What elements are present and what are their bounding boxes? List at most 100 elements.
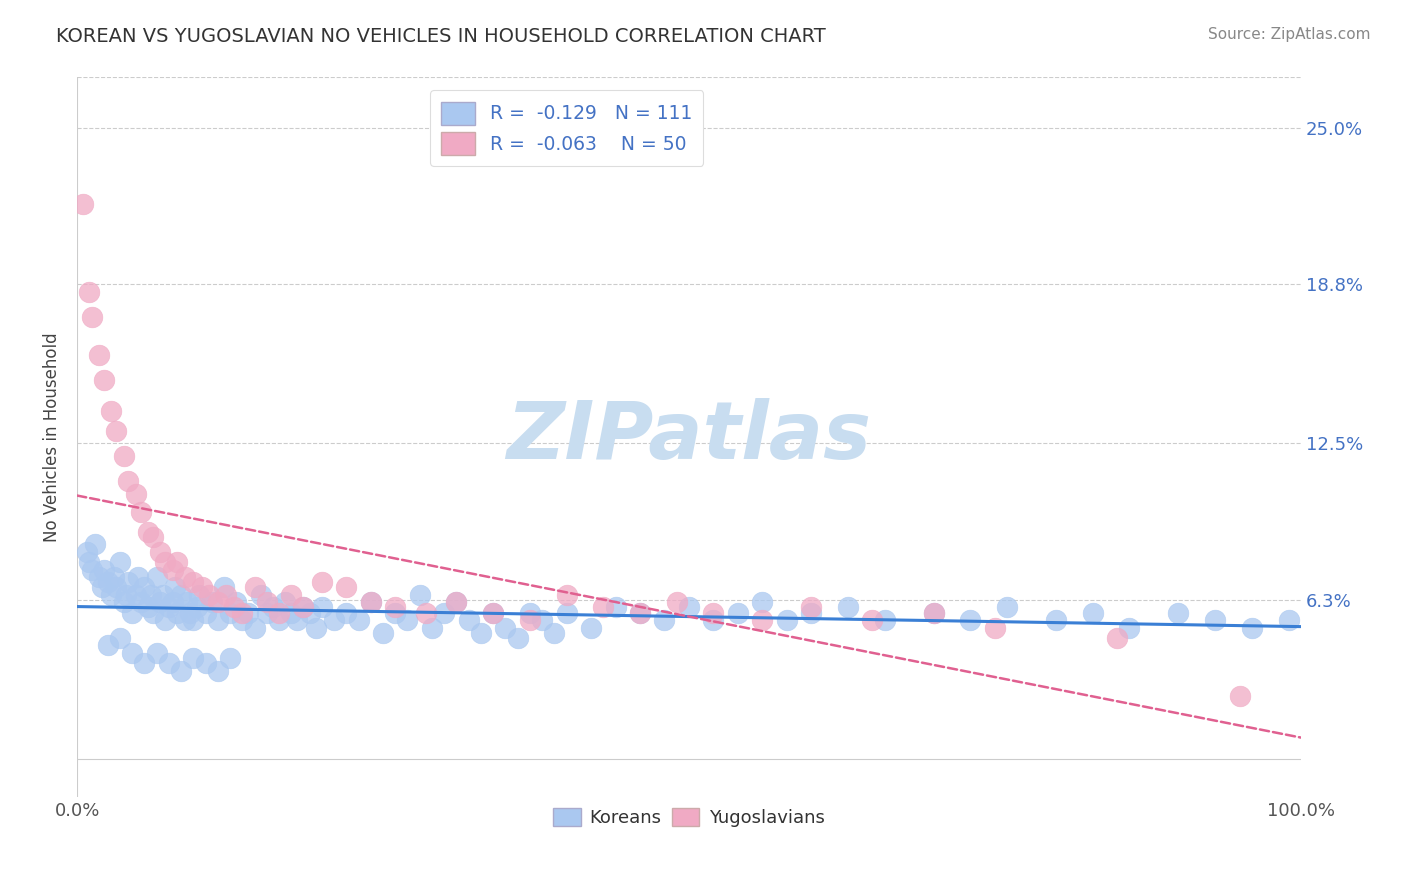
Point: [323, 613, 346, 627]
Point: [231, 613, 253, 627]
Point: [222, 600, 245, 615]
Point: [145, 646, 167, 660]
Point: [238, 606, 260, 620]
Point: [163, 580, 186, 594]
Point: [995, 600, 1018, 615]
Point: [127, 570, 149, 584]
Point: [207, 595, 229, 609]
Point: [776, 613, 799, 627]
Point: [153, 613, 176, 627]
Point: [170, 588, 193, 602]
Point: [605, 600, 627, 615]
Point: [87, 348, 110, 362]
Point: [267, 606, 290, 620]
Point: [149, 545, 172, 559]
Point: [959, 613, 981, 627]
Point: [157, 600, 180, 615]
Point: [134, 656, 156, 670]
Point: [142, 530, 165, 544]
Point: [1045, 613, 1067, 627]
Point: [153, 555, 176, 569]
Point: [136, 524, 159, 539]
Point: [243, 580, 266, 594]
Point: [183, 651, 205, 665]
Point: [922, 606, 945, 620]
Point: [335, 606, 357, 620]
Point: [384, 600, 406, 615]
Point: [396, 613, 419, 627]
Point: [800, 600, 823, 615]
Point: [186, 600, 208, 615]
Point: [80, 563, 103, 577]
Point: [482, 606, 505, 620]
Point: [97, 575, 120, 590]
Point: [519, 613, 541, 627]
Point: [207, 664, 229, 678]
Point: [311, 575, 333, 590]
Text: ZIPatlas: ZIPatlas: [506, 398, 872, 476]
Point: [225, 595, 247, 609]
Point: [249, 588, 271, 602]
Point: [145, 570, 167, 584]
Point: [207, 613, 229, 627]
Point: [555, 606, 578, 620]
Point: [90, 580, 112, 594]
Point: [420, 621, 443, 635]
Point: [115, 588, 138, 602]
Text: Source: ZipAtlas.com: Source: ZipAtlas.com: [1208, 27, 1371, 42]
Point: [201, 595, 224, 609]
Point: [1167, 606, 1189, 620]
Point: [243, 621, 266, 635]
Point: [112, 449, 135, 463]
Point: [1277, 613, 1299, 627]
Point: [231, 606, 253, 620]
Point: [1107, 631, 1129, 645]
Point: [292, 600, 315, 615]
Point: [194, 606, 217, 620]
Point: [531, 613, 554, 627]
Point: [702, 606, 724, 620]
Point: [112, 595, 135, 609]
Point: [1204, 613, 1226, 627]
Point: [183, 575, 205, 590]
Point: [384, 606, 406, 620]
Point: [665, 595, 688, 609]
Point: [173, 613, 195, 627]
Point: [152, 588, 174, 602]
Point: [129, 505, 152, 519]
Point: [149, 595, 172, 609]
Point: [862, 613, 884, 627]
Point: [121, 646, 143, 660]
Point: [702, 613, 724, 627]
Point: [219, 606, 242, 620]
Point: [446, 595, 468, 609]
Point: [800, 606, 823, 620]
Point: [162, 563, 184, 577]
Point: [519, 606, 541, 620]
Point: [1229, 689, 1251, 703]
Legend: Koreans, Yugoslavians: Koreans, Yugoslavians: [547, 801, 831, 835]
Point: [166, 555, 188, 569]
Point: [873, 613, 896, 627]
Point: [543, 625, 565, 640]
Point: [267, 613, 290, 627]
Point: [922, 606, 945, 620]
Point: [117, 475, 139, 489]
Point: [335, 580, 357, 594]
Point: [176, 595, 198, 609]
Point: [166, 606, 188, 620]
Point: [215, 588, 238, 602]
Point: [1118, 621, 1140, 635]
Point: [311, 600, 333, 615]
Point: [446, 595, 468, 609]
Point: [628, 606, 651, 620]
Point: [457, 613, 479, 627]
Point: [984, 621, 1007, 635]
Point: [170, 664, 193, 678]
Point: [108, 631, 131, 645]
Point: [654, 613, 676, 627]
Text: KOREAN VS YUGOSLAVIAN NO VEHICLES IN HOUSEHOLD CORRELATION CHART: KOREAN VS YUGOSLAVIAN NO VEHICLES IN HOU…: [56, 27, 825, 45]
Point: [280, 606, 302, 620]
Point: [117, 575, 139, 590]
Point: [97, 638, 120, 652]
